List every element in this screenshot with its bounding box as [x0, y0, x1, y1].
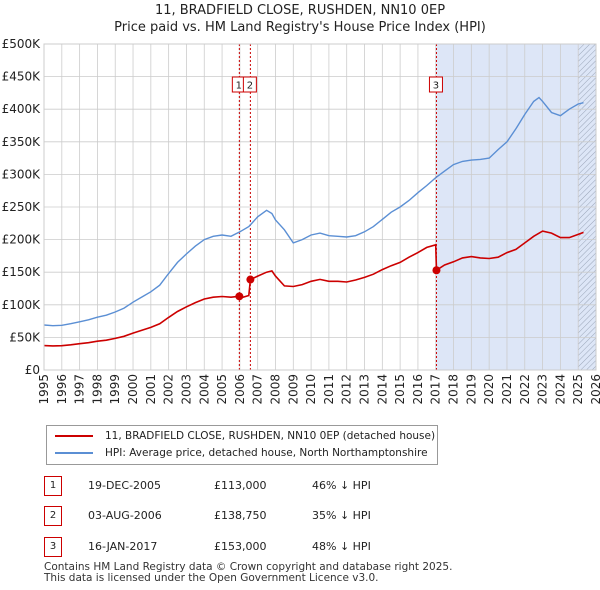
x-axis: 1995 1996 1997 1998 1999 2000 2001 2002 2003 2004… — [37, 374, 600, 405]
x-tick-label: 2000 — [126, 374, 140, 405]
sale-row: 1 19-DEC-2005 £113,000 46% ↓ HPI — [44, 476, 464, 498]
x-tick-label: 2010 — [304, 374, 318, 405]
legend-label-property: 11, BRADFIELD CLOSE, RUSHDEN, NN10 0EP (… — [105, 430, 436, 442]
sale-id-badge: 2 — [44, 506, 62, 526]
x-tick-label: 2008 — [268, 374, 282, 405]
y-tick-label: £400K — [2, 102, 42, 116]
x-tick-label: 2004 — [197, 374, 211, 405]
x-tick-label: 2021 — [500, 374, 514, 405]
x-tick-label: 1997 — [73, 374, 87, 405]
sale-point — [235, 292, 244, 301]
x-tick-label: 2018 — [447, 374, 461, 405]
sale-marker-box — [242, 76, 257, 93]
sale-points — [235, 266, 441, 301]
y-tick-label: £500K — [2, 37, 42, 51]
y-tick-label: £0 — [25, 363, 40, 377]
sale-id-badge: 3 — [44, 537, 62, 557]
sale-marker-box — [428, 76, 443, 93]
x-tick-label: 2025 — [571, 374, 585, 405]
y-axis: £0 £50K £100K £150K £200K £250K £300K £350K £400… — [2, 37, 42, 377]
x-tick-label: 2026 — [589, 374, 600, 405]
y-tick-label: £50K — [9, 330, 41, 344]
x-tick-label: 2001 — [144, 374, 158, 405]
x-tick-label: 2017 — [429, 374, 443, 405]
sale-marker-label: 1 — [236, 81, 242, 92]
sale-price: £138,750 — [214, 509, 267, 522]
legend-swatch-property — [55, 435, 93, 437]
x-tick-label: 2019 — [464, 374, 478, 405]
y-tick-label: £350K — [2, 135, 42, 149]
x-tick-label: 2016 — [411, 374, 425, 405]
x-tick-label: 2013 — [358, 374, 372, 405]
sale-hpi-diff: 35% ↓ HPI — [312, 509, 371, 522]
sale-marker-label: 2 — [247, 81, 253, 92]
x-tick-label: 2014 — [375, 374, 389, 405]
sale-date: 03-AUG-2006 — [88, 509, 162, 522]
y-tick-label: £250K — [2, 200, 42, 214]
chart-title: 11, BRADFIELD CLOSE, RUSHDEN, NN10 0EP — [154, 3, 446, 18]
plot-border — [43, 43, 597, 371]
x-tick-label: 1996 — [55, 374, 69, 405]
sale-date: 16-JAN-2017 — [88, 540, 158, 553]
x-tick-label: 2005 — [215, 374, 229, 405]
y-tick-label: £450K — [2, 70, 42, 84]
x-tick-label: 2011 — [322, 374, 336, 405]
x-tick-label: 1998 — [90, 374, 104, 405]
legend-item-hpi: HPI: Average price, detached house, Nort… — [55, 445, 428, 461]
x-tick-label: 2012 — [340, 374, 354, 405]
x-tick-label: 2007 — [251, 374, 265, 405]
x-tick-label: 2002 — [162, 374, 176, 405]
x-tick-label: 2022 — [518, 374, 532, 405]
sale-point — [432, 266, 441, 275]
x-tick-label: 2015 — [393, 374, 407, 405]
sale-hpi-diff: 48% ↓ HPI — [312, 540, 371, 553]
sale-hpi-diff: 46% ↓ HPI — [312, 479, 371, 492]
y-tick-label: £100K — [2, 298, 42, 312]
legend: 11, BRADFIELD CLOSE, RUSHDEN, NN10 0EP (… — [46, 425, 438, 465]
x-tick-label: 2003 — [179, 374, 193, 405]
x-tick-label: 2023 — [536, 374, 550, 405]
x-tick-label: 1999 — [108, 374, 122, 405]
x-tick-label: 2006 — [233, 374, 247, 405]
y-tick-label: £200K — [2, 233, 42, 247]
x-tick-label: 2020 — [482, 374, 496, 405]
x-tick-label: 2009 — [286, 374, 300, 405]
y-tick-label: £300K — [2, 167, 42, 181]
x-tick-label: 2024 — [553, 374, 567, 405]
property-series-line — [44, 230, 584, 347]
sale-marker-label: 3 — [433, 81, 439, 92]
sale-price: £113,000 — [214, 479, 267, 492]
legend-item-property: 11, BRADFIELD CLOSE, RUSHDEN, NN10 0EP (… — [55, 428, 435, 444]
y-tick-label: £150K — [2, 265, 42, 279]
sale-row: 2 03-AUG-2006 £138,750 35% ↓ HPI — [44, 506, 464, 528]
legend-label-hpi: HPI: Average price, detached house, Nort… — [105, 447, 428, 459]
footer-copyright: Contains HM Land Registry data © Crown c… — [44, 561, 453, 573]
sale-id-badge: 1 — [44, 476, 62, 496]
hpi-series-line — [44, 96, 584, 327]
sale-point — [246, 275, 255, 284]
chart-subtitle: Price paid vs. HM Land Registry's House … — [114, 20, 486, 35]
x-tick-label: 1995 — [37, 374, 51, 405]
sale-date: 19-DEC-2005 — [88, 479, 162, 492]
footer-licence: This data is licensed under the Open Gov… — [44, 572, 379, 584]
legend-swatch-hpi — [55, 452, 93, 454]
sale-row: 3 16-JAN-2017 £153,000 48% ↓ HPI — [44, 537, 464, 559]
footer: Contains HM Land Registry data © Crown c… — [44, 562, 452, 584]
sale-price: £153,000 — [214, 540, 267, 553]
